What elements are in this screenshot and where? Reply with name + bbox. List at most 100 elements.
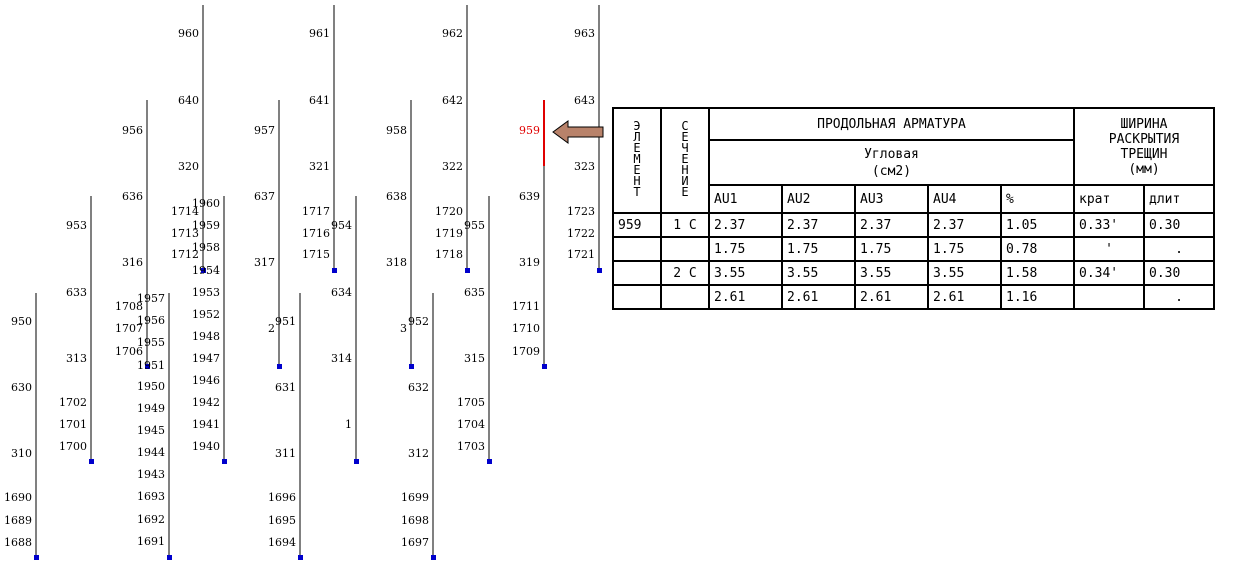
support-node-marker[interactable] (465, 268, 470, 273)
support-node-marker[interactable] (277, 364, 282, 369)
cell-percent: 1.05 (1000, 212, 1075, 238)
element-number-label: 641 (309, 94, 330, 107)
element-number-label: 1706 (115, 345, 143, 358)
element-number-label: 1709 (512, 345, 540, 358)
column-element[interactable]: 961 641 321 1717 1716 1715 (302, 5, 337, 273)
reinforcement-table: ЭЛЕМЕНТ СЕЧЕНИЕ ПРОДОЛЬНАЯ АРМАТУРА ШИРИ… (612, 107, 1215, 310)
table-row: 2.61 2.61 2.61 2.61 1.16 . (612, 284, 1215, 310)
column-element[interactable]: 957 637 317 2 (254, 100, 282, 369)
element-number-label: 1943 (137, 468, 165, 481)
column-element[interactable]: 952 632 312 1699 1698 1697 (401, 293, 436, 560)
column-element[interactable]: 956 636 316 1708 1707 1706 (115, 100, 150, 369)
column-element[interactable]: 1957 1956 1955 1951 1950 1949 1945 1944 1943 1693… (137, 292, 172, 560)
column-element[interactable]: 960 640 320 1714 1713 1712 (171, 5, 206, 273)
cell-element: 959 (612, 212, 662, 238)
element-number-label: 1700 (59, 440, 87, 453)
element-number-label: 313 (66, 352, 87, 365)
element-number-label: 635 (464, 286, 485, 299)
cell-dlit: . (1143, 284, 1215, 310)
column-element[interactable]: 959 639 319 1711 1710 1709 (512, 100, 547, 369)
cell-au4: 2.37 (927, 212, 1002, 238)
element-number-label: 1718 (435, 248, 463, 261)
support-node-marker[interactable] (332, 268, 337, 273)
element-number-label: 1692 (137, 513, 165, 526)
element-number-label: 1719 (435, 227, 463, 240)
element-number-label: 1701 (59, 418, 87, 431)
cell-percent: 1.16 (1000, 284, 1075, 310)
element-number-label: 630 (11, 381, 32, 394)
element-number-label: 311 (275, 447, 296, 460)
element-number-label: 959 (519, 124, 540, 137)
column-element[interactable]: 1960 1959 1958 1954 1953 1952 1948 1947 1946 1942… (192, 196, 227, 464)
element-number-label: 310 (11, 447, 32, 460)
support-node-marker[interactable] (201, 268, 206, 273)
col-krat: крат (1073, 184, 1145, 214)
support-node-marker[interactable] (597, 268, 602, 273)
column-element[interactable]: 951 631 311 1696 1695 1694 (268, 293, 303, 560)
element-number-label: 1704 (457, 418, 485, 431)
support-node-marker[interactable] (542, 364, 547, 369)
element-number-label: 640 (178, 94, 199, 107)
element-number-label: 316 (122, 256, 143, 269)
column-element[interactable]: 950 630 310 1690 1689 1688 (4, 293, 39, 560)
support-node-marker[interactable] (167, 555, 172, 560)
support-node-marker[interactable] (487, 459, 492, 464)
column-element[interactable]: 953 633 313 1702 1701 1700 (59, 196, 94, 464)
column-element[interactable]: 963 643 323 1723 1722 1721 (567, 5, 602, 273)
support-node-marker[interactable] (431, 555, 436, 560)
element-number-label: 1699 (401, 491, 429, 504)
element-number-label: 1708 (115, 300, 143, 313)
element-number-label: 961 (309, 27, 330, 40)
support-node-marker[interactable] (145, 364, 150, 369)
element-number-label: 1951 (137, 359, 165, 372)
element-number-label: 1712 (171, 248, 199, 261)
element-number-label: 1940 (192, 440, 220, 453)
element-number-label: 951 (275, 315, 296, 328)
cell-dlit: . (1143, 236, 1215, 262)
header-crack-width: ШИРИНА РАСКРЫТИЯ ТРЕЩИН (мм) (1073, 107, 1215, 186)
support-node-marker[interactable] (298, 555, 303, 560)
cell-au2: 1.75 (781, 236, 856, 262)
element-number-label: 1957 (137, 292, 165, 305)
cell-section (660, 236, 710, 262)
element-number-label: 955 (464, 219, 485, 232)
element-number-label: 1952 (192, 308, 220, 321)
support-node-marker[interactable] (354, 459, 359, 464)
element-number-label: 1953 (192, 286, 220, 299)
support-node-marker[interactable] (222, 459, 227, 464)
element-number-label: 1720 (435, 205, 463, 218)
support-node-marker[interactable] (34, 555, 39, 560)
element-number-label: 1956 (137, 314, 165, 327)
element-number-label: 1947 (192, 352, 220, 365)
element-number-label: 1695 (268, 514, 296, 527)
cell-au4: 1.75 (927, 236, 1002, 262)
element-number-label: 3 (400, 322, 407, 335)
header-corner: Угловая (см2) (708, 139, 1075, 186)
element-number-label: 1711 (512, 300, 540, 313)
element-number-label: 1693 (137, 490, 165, 503)
cell-section: 1 С (660, 212, 710, 238)
support-node-marker[interactable] (89, 459, 94, 464)
column-element[interactable]: 955 635 315 1705 1704 1703 (457, 196, 492, 464)
column-element[interactable]: 954 634 314 1 (331, 196, 359, 464)
element-number-label: 1717 (302, 205, 330, 218)
element-number-label: 963 (574, 27, 595, 40)
table-row: 2 С 3.55 3.55 3.55 3.55 1.58 0.34' 0.30 (612, 260, 1215, 286)
element-number-label: 1707 (115, 322, 143, 335)
element-number-label: 1942 (192, 396, 220, 409)
element-number-label: 954 (331, 219, 352, 232)
column-element[interactable]: 958 638 318 3 (386, 100, 414, 369)
element-number-label: 1710 (512, 322, 540, 335)
support-node-marker[interactable] (409, 364, 414, 369)
header-element: ЭЛЕМЕНТ (612, 107, 662, 214)
element-number-label: 321 (309, 160, 330, 173)
element-number-label: 1960 (192, 197, 220, 210)
cell-element (612, 236, 662, 262)
element-number-label: 319 (519, 256, 540, 269)
element-number-label: 312 (408, 447, 429, 460)
element-number-label: 322 (442, 160, 463, 173)
element-number-label: 1945 (137, 424, 165, 437)
column-element[interactable]: 962 642 322 1720 1719 1718 (435, 5, 470, 273)
element-number-label: 1690 (4, 491, 32, 504)
